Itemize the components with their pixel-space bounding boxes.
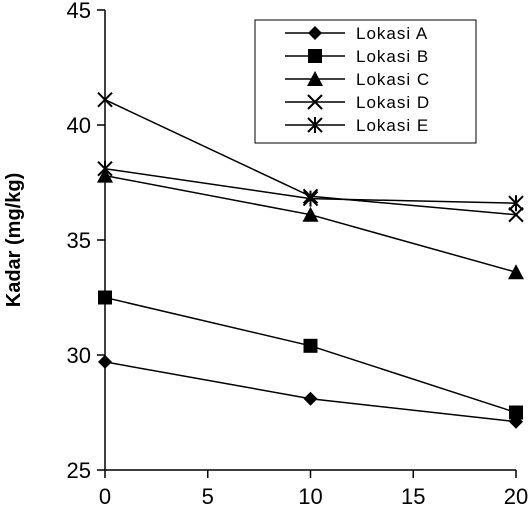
y-tick-label: 35 xyxy=(67,228,91,253)
data-point-square xyxy=(303,338,318,353)
x-tick-label: 20 xyxy=(504,484,528,509)
data-point-square xyxy=(509,405,523,420)
data-point-star xyxy=(508,195,524,212)
x-tick-label: 0 xyxy=(99,484,111,509)
legend-item: Lokasi E xyxy=(285,116,429,135)
legend-item: Lokasi D xyxy=(285,93,430,112)
marker-stroke xyxy=(508,206,524,223)
y-tick-label: 45 xyxy=(67,0,91,23)
legend-label: Lokasi A xyxy=(356,24,428,43)
legend-marker-square xyxy=(308,49,322,63)
data-point-diamond xyxy=(98,354,112,369)
legend: Lokasi A Lokasi B Lokasi C Lokasi D Lokasi E xyxy=(254,19,477,144)
data-point-triangle xyxy=(508,264,524,280)
data-point-diamond xyxy=(303,391,318,406)
data-point-square xyxy=(98,290,112,305)
legend-box xyxy=(254,19,477,144)
y-axis-title: Kadar (mg/kg) xyxy=(3,173,25,307)
x-tick-label: 5 xyxy=(202,484,214,509)
series-line xyxy=(104,174,517,273)
data-point-star xyxy=(302,190,319,207)
legend-marker-star xyxy=(307,117,323,133)
data-point-x xyxy=(97,91,113,108)
data-point-triangle xyxy=(302,206,319,222)
y-tick-label: 40 xyxy=(67,113,91,138)
legend-item: Lokasi B xyxy=(285,47,429,66)
legend-label: Lokasi D xyxy=(356,93,430,112)
legend-label: Lokasi B xyxy=(356,47,429,66)
legend-marker-triangle xyxy=(307,71,323,86)
series-lokasi-c xyxy=(97,167,524,280)
series-lokasi-e xyxy=(97,160,524,212)
axes: 25 30 35 40 45 0 5 10 15 20 xyxy=(67,0,529,509)
marker-stroke xyxy=(307,94,323,110)
x-tick-label: 10 xyxy=(298,484,322,509)
legend-marker-x xyxy=(307,94,323,110)
legend-label: Lokasi C xyxy=(356,70,430,89)
series-lokasi-a xyxy=(98,354,523,429)
legend-marker-diamond xyxy=(308,26,322,40)
data-point-star xyxy=(97,160,113,177)
y-tick-label: 30 xyxy=(67,343,91,368)
y-tick-label: 25 xyxy=(67,458,91,483)
data-point-x xyxy=(508,206,524,223)
x-tick-label: 15 xyxy=(401,484,425,509)
marker-stroke xyxy=(97,91,113,108)
series-lokasi-b xyxy=(98,290,523,420)
legend-item: Lokasi C xyxy=(285,70,430,89)
legend-item: Lokasi A xyxy=(285,24,428,43)
legend-label: Lokasi E xyxy=(356,116,429,135)
series-layer xyxy=(97,91,524,429)
